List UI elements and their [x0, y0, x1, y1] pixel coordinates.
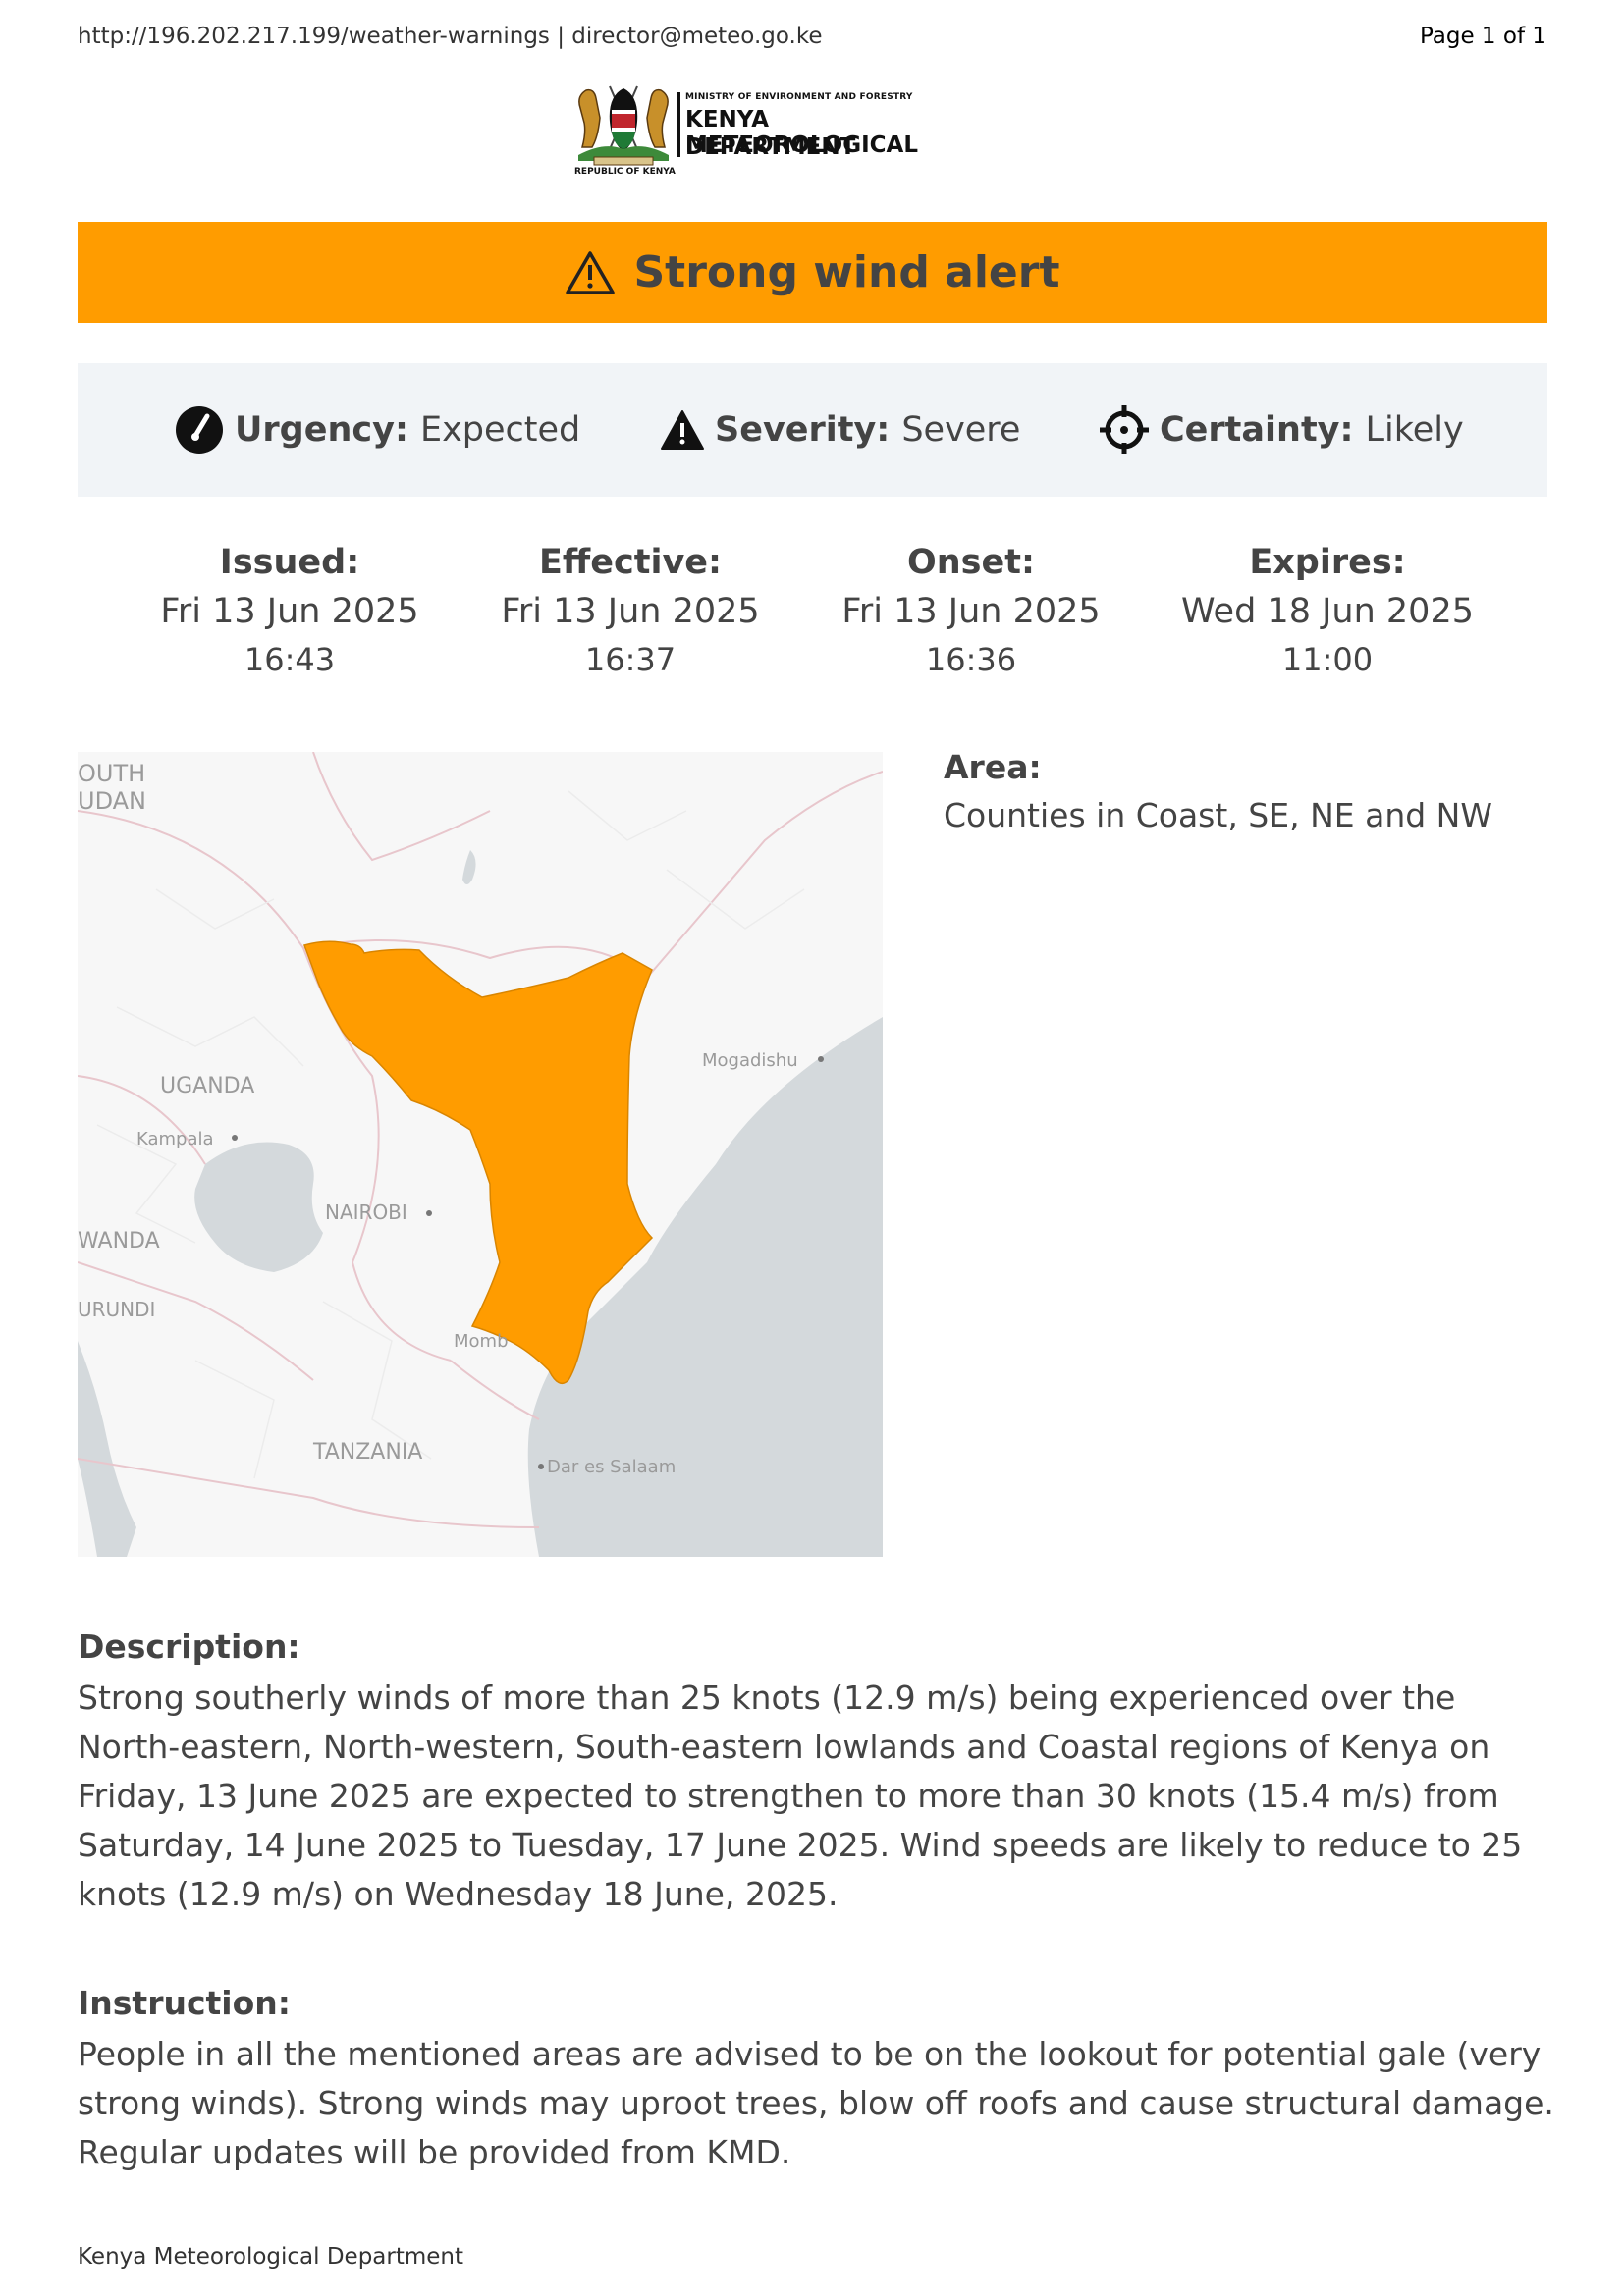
warning-triangle-icon — [566, 250, 616, 294]
crosshair-icon — [1100, 405, 1149, 454]
map-label-tanzania: TANZANIA — [312, 1440, 422, 1465]
issued-time: 16:43 — [244, 641, 336, 678]
onset-time: 16:36 — [925, 641, 1017, 678]
org-name-line2: DEPARTMENT — [685, 134, 856, 160]
map-label-nairobi: NAIROBI — [325, 1201, 407, 1224]
map-label-rwanda: WANDA — [78, 1229, 160, 1254]
urgency-item: Urgency: Expected — [174, 363, 580, 497]
map-label-south-sudan-1: OUTH — [78, 760, 145, 787]
page-number: Page 1 of 1 — [1419, 24, 1546, 49]
certainty-item: Certainty: Likely — [1099, 363, 1464, 497]
severity-label: Severity: — [715, 410, 891, 450]
issued-label: Issued: — [219, 543, 360, 582]
onset-column: Onset: Fri 13 Jun 2025 16:36 — [814, 538, 1128, 683]
certainty-value: Likely — [1365, 410, 1464, 450]
org-name-line1: KENYA METEOROLOGICAL — [685, 107, 918, 158]
issued-column: Issued: Fri 13 Jun 2025 16:43 — [133, 538, 447, 683]
alert-banner: Strong wind alert — [78, 222, 1547, 323]
footer-org-name: Kenya Meteorological Department — [78, 2244, 464, 2269]
effective-column: Effective: Fri 13 Jun 2025 16:37 — [473, 538, 787, 683]
severity-item: Severity: Severe — [660, 363, 1020, 497]
severity-value: Severe — [901, 410, 1021, 450]
map-label-burundi: URUNDI — [78, 1298, 155, 1321]
kmd-logo: MINISTRY OF ENVIRONMENT AND FORESTRY KEN… — [574, 79, 997, 182]
area-label: Area: — [944, 748, 1042, 786]
map-label-mogadishu: Mogadishu — [702, 1050, 798, 1071]
clock-hand-icon — [176, 406, 223, 454]
urgency-value: Expected — [419, 410, 581, 450]
instruction-text: People in all the mentioned areas are ad… — [78, 2035, 1554, 2171]
expires-label: Expires: — [1249, 543, 1406, 582]
onset-date: Fri 13 Jun 2025 — [841, 592, 1101, 631]
expires-column: Expires: Wed 18 Jun 2025 11:00 — [1170, 538, 1485, 683]
map-label-dar-es-salaam: Dar es Salaam — [547, 1457, 676, 1477]
ministry-name: MINISTRY OF ENVIRONMENT AND FORESTRY — [685, 92, 913, 102]
onset-label: Onset: — [907, 543, 1035, 582]
exclamation-triangle-icon — [661, 410, 704, 450]
map-label-uganda: UGANDA — [160, 1074, 254, 1098]
description-text: Strong southerly winds of more than 25 k… — [78, 1679, 1523, 1913]
effective-date: Fri 13 Jun 2025 — [501, 592, 760, 631]
alert-title: Strong wind alert — [633, 247, 1060, 297]
alert-meta-box: Urgency: Expected Severity: Severe Certa… — [78, 363, 1547, 497]
warning-area-map[interactable]: OUTH UDAN UGANDA Kampala WANDA URUNDI NA… — [78, 752, 883, 1557]
effective-time: 16:37 — [584, 641, 677, 678]
urgency-label: Urgency: — [235, 410, 408, 450]
instruction-label: Instruction: — [78, 1984, 291, 2022]
expires-date: Wed 18 Jun 2025 — [1181, 592, 1474, 631]
alert-times: Issued: Fri 13 Jun 2025 16:43 Effective:… — [78, 538, 1547, 685]
map-label-mombasa: Momb — [454, 1331, 509, 1352]
effective-label: Effective: — [538, 543, 723, 582]
map-label-south-sudan-2: UDAN — [78, 787, 146, 815]
issued-date: Fri 13 Jun 2025 — [160, 592, 419, 631]
map-label-kampala: Kampala — [136, 1129, 214, 1149]
expires-time: 11:00 — [1281, 641, 1374, 678]
area-value: Counties in Coast, SE, NE and NW — [944, 796, 1492, 834]
header-url-email[interactable]: http://196.202.217.199/weather-warnings … — [78, 24, 823, 49]
republic-label: REPUBLIC OF KENYA — [574, 167, 676, 177]
coat-of-arms-icon — [578, 85, 669, 166]
certainty-label: Certainty: — [1160, 410, 1354, 450]
description-label: Description: — [78, 1628, 300, 1666]
